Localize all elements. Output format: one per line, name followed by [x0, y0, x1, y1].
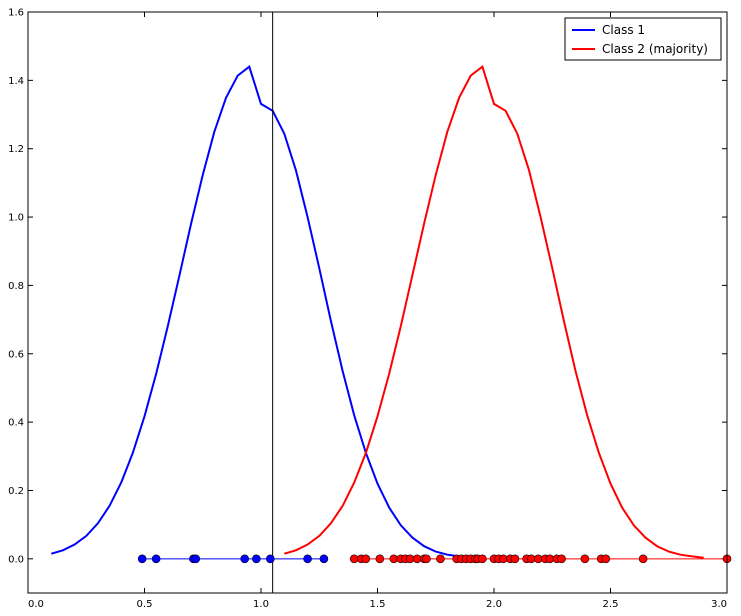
- legend-box: [564, 17, 722, 61]
- series-1-sample-point: [319, 554, 329, 564]
- series-2-sample-point: [436, 554, 445, 564]
- series-2-sample-point: [361, 554, 371, 564]
- series-1-sample-point: [252, 554, 261, 564]
- series-1-density-curve: [51, 65, 471, 559]
- x-tick-label: 0.0: [28, 599, 44, 610]
- x-tick-label: 1.5: [370, 599, 386, 610]
- x-tick-label: 0.5: [137, 599, 153, 610]
- series-2-sample-point: [601, 554, 611, 564]
- series-2-density-curve: [284, 65, 704, 559]
- x-tick-label: 2.0: [486, 599, 502, 610]
- legend: Class 1 Class 2 (majority): [564, 17, 722, 61]
- series-2-sample-point: [375, 554, 385, 564]
- series-1-sample-point: [266, 554, 275, 564]
- series-2-sample-point: [638, 554, 648, 564]
- y-tick-label: 1.2: [8, 144, 24, 155]
- y-tick-label: 0.4: [8, 418, 24, 429]
- legend-label-2: Class 2 (majority): [602, 42, 708, 56]
- series-1-sample-point: [303, 554, 312, 564]
- series-1-sample-point: [191, 554, 201, 564]
- series-2-sample-point: [580, 554, 590, 564]
- y-tick-label: 0.6: [8, 349, 24, 360]
- plot-area: [28, 12, 727, 593]
- y-tick-label: 0.0: [8, 554, 24, 565]
- y-tick-label: 1.0: [8, 213, 24, 224]
- series-2-sample-point: [478, 554, 487, 564]
- x-tick-label: 1.0: [253, 599, 269, 610]
- plot-frame: [27, 11, 728, 594]
- x-tick-label: 3.0: [711, 599, 727, 610]
- x-tick-label: 2.5: [603, 599, 619, 610]
- series-2-sample-point: [510, 554, 520, 564]
- series-1-sample-point: [151, 554, 161, 564]
- series-1-sample-point: [137, 554, 147, 564]
- series-1-sample-point: [240, 554, 249, 564]
- y-tick-label: 0.2: [8, 486, 24, 497]
- series-2-sample-point: [422, 554, 431, 564]
- y-tick-label: 1.4: [8, 76, 24, 87]
- legend-label-1: Class 1: [602, 23, 645, 37]
- y-tick-label: 1.6: [8, 8, 24, 19]
- series-2-sample-point: [557, 554, 566, 564]
- y-tick-label: 0.8: [8, 281, 24, 292]
